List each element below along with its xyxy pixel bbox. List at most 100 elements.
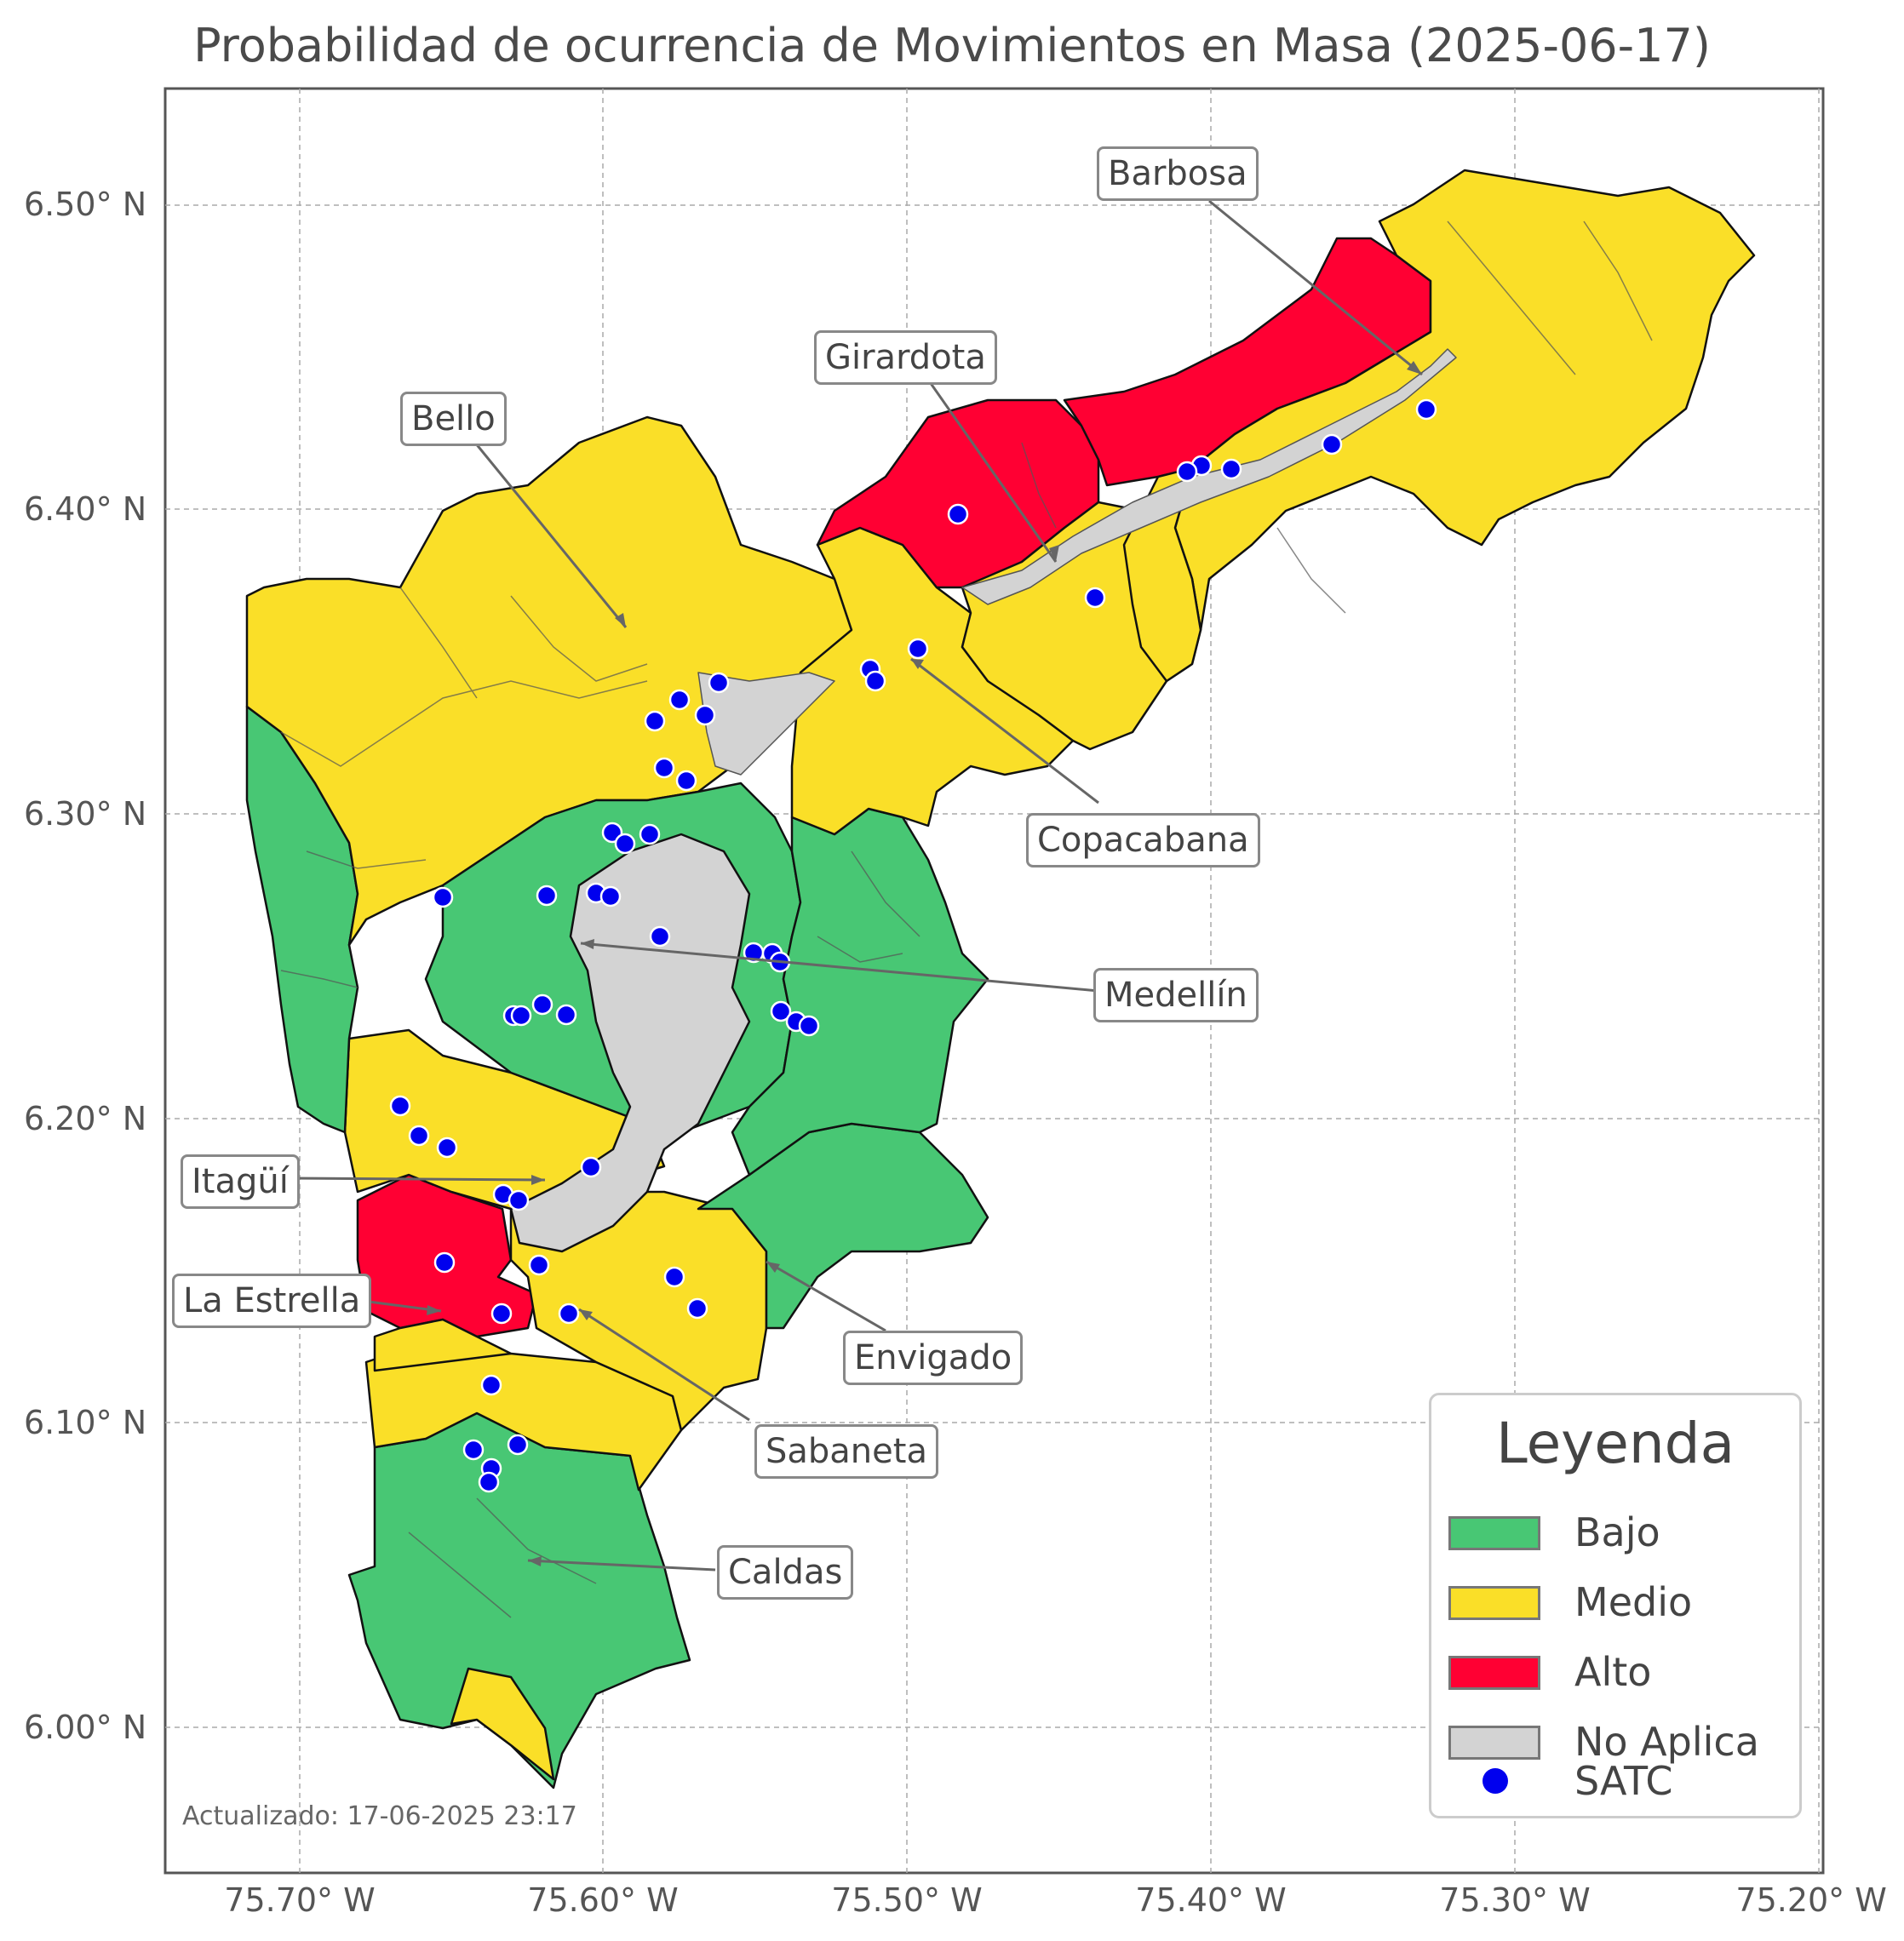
satc-point (558, 1303, 580, 1325)
arrow-bello (473, 442, 628, 628)
municipality-label-bello: Bello (400, 392, 507, 446)
updated-timestamp: Actualizado: 17-06-2025 23:17 (182, 1801, 577, 1831)
satc-point (770, 1000, 792, 1022)
municipality-label-medellin: Medellín (1093, 968, 1259, 1022)
municipality-label-girardota: Girardota (814, 330, 997, 385)
municipality-label-copacabana: Copacabana (1026, 813, 1260, 867)
satc-point (614, 833, 636, 855)
map-title: Probabilidad de ocurrencia de Movimiento… (193, 19, 1711, 72)
satc-point (1176, 461, 1198, 483)
arrow-copacabana (910, 657, 1099, 804)
xtick-label: 75.20° W (1735, 1881, 1887, 1919)
ytick-label: 6.30° N (24, 795, 147, 833)
xtick-label: 75.40° W (1135, 1881, 1287, 1919)
satc-point (1321, 433, 1343, 455)
region-polygons (245, 169, 1756, 1789)
municipality-label-sabaneta: Sabaneta (754, 1424, 938, 1479)
ytick-label: 6.10° N (24, 1404, 147, 1441)
region-bello-grey (697, 672, 835, 776)
satc-point (531, 993, 553, 1016)
ytick-label: 6.00° N (24, 1709, 147, 1746)
satc-point (436, 1137, 458, 1159)
arrow-medellin (580, 942, 1099, 993)
sub-boundaries (280, 220, 1653, 1618)
satc-stations (389, 398, 1437, 1493)
region-sabaneta (509, 1190, 768, 1432)
municipality-label-envigado: Envigado (843, 1331, 1024, 1385)
satc-point (1084, 587, 1106, 609)
annotation-arrows (290, 199, 1423, 1572)
satc-point (663, 1266, 685, 1288)
satc-point (580, 1156, 602, 1178)
region-barbosa-medio (1173, 169, 1756, 632)
legend-label: SATC (1574, 1758, 1673, 1804)
satc-point (649, 925, 671, 948)
municipality-label-la-estrella: La Estrella (172, 1274, 372, 1328)
satc-point (653, 757, 675, 779)
satc-point (864, 670, 886, 692)
ytick-label: 6.20° N (24, 1100, 147, 1137)
legend: Leyenda Bajo Medio Alto No Aplica SATC (1429, 1393, 1802, 1818)
legend-swatch (1448, 1586, 1540, 1620)
satc-point (947, 503, 969, 525)
region-river-valley (961, 348, 1457, 605)
legend-title: Leyenda (1495, 1411, 1735, 1476)
satc-point (599, 885, 622, 908)
satc-point (510, 1005, 532, 1027)
arrow-envigado (766, 1260, 886, 1332)
xtick-label: 75.30° W (1439, 1881, 1591, 1919)
xtick-label: 75.60° W (527, 1881, 679, 1919)
arrow-itagui (290, 1177, 546, 1182)
satc-point (907, 638, 929, 660)
satc-point (555, 1004, 577, 1026)
ytick-label: 6.50° N (24, 186, 147, 223)
arrow-girardota (926, 379, 1058, 563)
satc-point (480, 1374, 502, 1396)
legend-satc-marker (1482, 1768, 1508, 1794)
satc-point (536, 885, 558, 907)
satc-point (462, 1439, 485, 1461)
satc-point (1415, 398, 1437, 421)
satc-point (686, 1297, 708, 1320)
satc-point (798, 1015, 820, 1037)
arrow-caldas (527, 1559, 716, 1572)
satc-point (478, 1471, 500, 1493)
municipality-label-itagui: Itagüí (181, 1154, 300, 1209)
satc-point (508, 1189, 530, 1211)
satc-point (668, 689, 691, 711)
arrow-barbosa (1208, 199, 1423, 376)
arrow-sabaneta (578, 1308, 750, 1422)
legend-swatch (1448, 1516, 1540, 1550)
region-east-bajo (731, 807, 989, 1177)
legend-label: No Aplica (1574, 1719, 1759, 1765)
xtick-label: 75.50° W (831, 1881, 983, 1919)
satc-point (433, 1251, 456, 1274)
legend-label: Bajo (1574, 1509, 1660, 1555)
region-la-estrella-medio (373, 1318, 513, 1372)
map-frame (163, 87, 1825, 1875)
satc-point (694, 704, 716, 726)
satc-point (639, 823, 661, 845)
satc-point (432, 886, 454, 908)
satc-point (644, 710, 666, 732)
satc-point (675, 770, 697, 792)
satc-point (389, 1095, 411, 1117)
municipality-label-caldas: Caldas (717, 1545, 854, 1600)
legend-swatch (1448, 1656, 1540, 1690)
xtick-label: 75.70° W (224, 1881, 376, 1919)
region-caldas-medio-patch (450, 1667, 555, 1781)
legend-swatch (1448, 1726, 1540, 1760)
municipality-label-barbosa: Barbosa (1097, 146, 1259, 201)
satc-point (507, 1434, 529, 1456)
arrow-heads (427, 361, 1422, 1566)
region-medellin-center (509, 833, 751, 1253)
satc-point (490, 1303, 513, 1325)
legend-label: Medio (1574, 1579, 1693, 1625)
ytick-label: 6.40° N (24, 490, 147, 528)
satc-point (408, 1125, 430, 1147)
satc-point (1220, 458, 1242, 480)
satc-point (708, 672, 730, 694)
satc-point (528, 1254, 550, 1276)
